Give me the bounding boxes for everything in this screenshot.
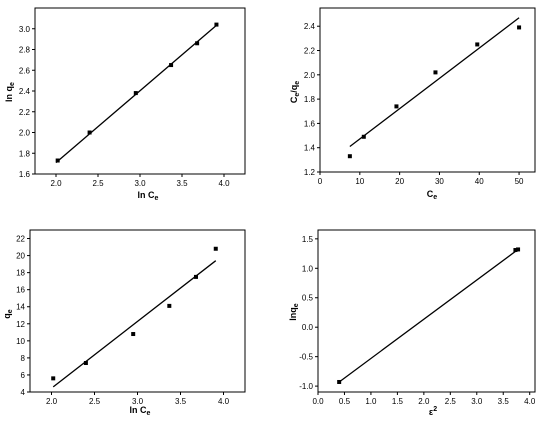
y-tick-label: 2.6: [19, 66, 31, 75]
data-point: [347, 154, 352, 159]
data-point: [513, 248, 518, 253]
y-axis-label: Ce/qe: [289, 81, 301, 103]
data-point: [475, 42, 480, 47]
data-point: [214, 22, 219, 27]
x-tick-label: 3.5: [176, 179, 188, 188]
y-tick-label: 3.0: [19, 25, 31, 34]
x-tick-label: 1.5: [392, 397, 404, 406]
x-tick-label: 0.0: [312, 397, 324, 406]
x-tick-label: 0: [318, 177, 323, 186]
x-axis-label: ln Ce: [130, 405, 151, 417]
y-axis-label: qe: [2, 309, 14, 319]
x-tick-label: 4.0: [524, 397, 536, 406]
data-point: [394, 104, 399, 109]
plot-frame: [29, 229, 246, 393]
data-point: [131, 332, 136, 337]
x-tick-label: 20: [395, 177, 404, 186]
data-point: [51, 376, 56, 381]
data-point: [213, 246, 218, 251]
data-point: [133, 91, 138, 96]
x-tick-label: 4.0: [218, 179, 230, 188]
y-tick-label: 2.0: [19, 129, 31, 138]
y-tick-label: 20: [16, 252, 25, 261]
x-tick-label: 30: [435, 177, 444, 186]
y-tick-label: 1.8: [304, 95, 316, 104]
x-tick-label: 0.5: [339, 397, 351, 406]
x-tick-label: 2.5: [89, 397, 101, 406]
data-point: [83, 361, 88, 366]
data-point: [516, 247, 521, 252]
x-tick-label: 2.0: [418, 397, 430, 406]
y-tick-label: 0.0: [302, 323, 314, 332]
y-tick-label: 16: [16, 286, 25, 295]
y-tick-label: 0.5: [302, 294, 314, 303]
x-tick-label: 3.0: [471, 397, 483, 406]
x-tick-label: 2.0: [50, 179, 62, 188]
plot-frame: [319, 7, 536, 173]
y-tick-label: 2.2: [304, 47, 316, 56]
y-tick-label: 1.5: [302, 235, 314, 244]
y-tick-label: 1.2: [304, 168, 316, 177]
data-point: [87, 130, 92, 135]
x-tick-label: 50: [515, 177, 524, 186]
y-tick-label: 22: [16, 235, 25, 244]
y-tick-label: 4: [21, 388, 26, 397]
data-point: [195, 41, 200, 46]
y-axis-label: ln qe: [4, 82, 16, 102]
x-tick-label: 4.0: [218, 397, 230, 406]
data-point: [361, 134, 366, 139]
y-tick-label: -1.0: [299, 382, 313, 391]
y-tick-label: 1.8: [19, 149, 31, 158]
y-tick-label: 2.2: [19, 108, 31, 117]
y-tick-label: 1.0: [302, 264, 314, 273]
y-tick-label: 6: [21, 371, 26, 380]
data-point: [433, 70, 438, 75]
y-tick-label: 1.6: [304, 119, 316, 128]
data-point: [337, 379, 342, 384]
x-tick-label: 2.5: [92, 179, 104, 188]
y-tick-label: 2.8: [19, 46, 31, 55]
data-point: [55, 158, 60, 163]
y-tick-label: 12: [16, 320, 25, 329]
data-point: [517, 25, 522, 30]
fit-line: [349, 17, 520, 148]
x-tick-label: 3.5: [498, 397, 510, 406]
y-tick-label: -0.5: [299, 353, 313, 362]
y-tick-label: 10: [16, 337, 25, 346]
y-tick-label: 2.0: [304, 71, 316, 80]
y-tick-label: 8: [21, 354, 26, 363]
fit-line: [52, 260, 217, 388]
x-tick-label: 3.0: [132, 397, 144, 406]
y-tick-label: 1.6: [19, 170, 31, 179]
x-tick-label: 1.0: [365, 397, 377, 406]
chart-panel-2: 0 10 20 30 40 50 1.2 1.4 1.6 1.8 2.0 2.2 2.4 Ce Ce/qe: [289, 7, 536, 201]
chart-panel-3: 2.0 2.5 3.0 3.5 4.0 4 6 8 10 12 14 16 18 20 22 ln Ce qe: [2, 229, 246, 417]
x-axis-label: Ce: [427, 189, 438, 201]
chart-panel-1: 2.0 2.5 3.0 3.5 4.0 1.6 1.8 2.0 2.2 2.4 2.6 2.8 3.0 l…: [4, 7, 246, 202]
x-tick-label: 10: [355, 177, 364, 186]
x-tick-label: 2.0: [46, 397, 58, 406]
chart-panel-4: 0.0 0.5 1.0 1.5 2.0 2.5 3.0 3.5 4.0 -1.0 -0.5 0.0 0.…: [288, 229, 536, 417]
y-tick-label: 18: [16, 269, 25, 278]
y-tick-label: 1.4: [304, 144, 316, 153]
x-axis-label: ε2: [429, 406, 437, 417]
data-point: [193, 274, 198, 279]
y-tick-label: 2.4: [19, 87, 31, 96]
x-axis-label: ln Ce: [138, 190, 159, 202]
data-point: [169, 63, 174, 68]
y-tick-label: 2.4: [304, 22, 316, 31]
fit-line: [338, 248, 519, 383]
y-tick-label: 14: [16, 303, 25, 312]
y-axis-label: lnqe: [288, 303, 300, 321]
plot-frame: [317, 229, 536, 393]
x-tick-label: 3.0: [134, 179, 146, 188]
x-tick-label: 3.5: [175, 397, 187, 406]
data-point: [167, 303, 172, 308]
x-tick-label: 40: [475, 177, 484, 186]
x-tick-label: 2.5: [445, 397, 457, 406]
